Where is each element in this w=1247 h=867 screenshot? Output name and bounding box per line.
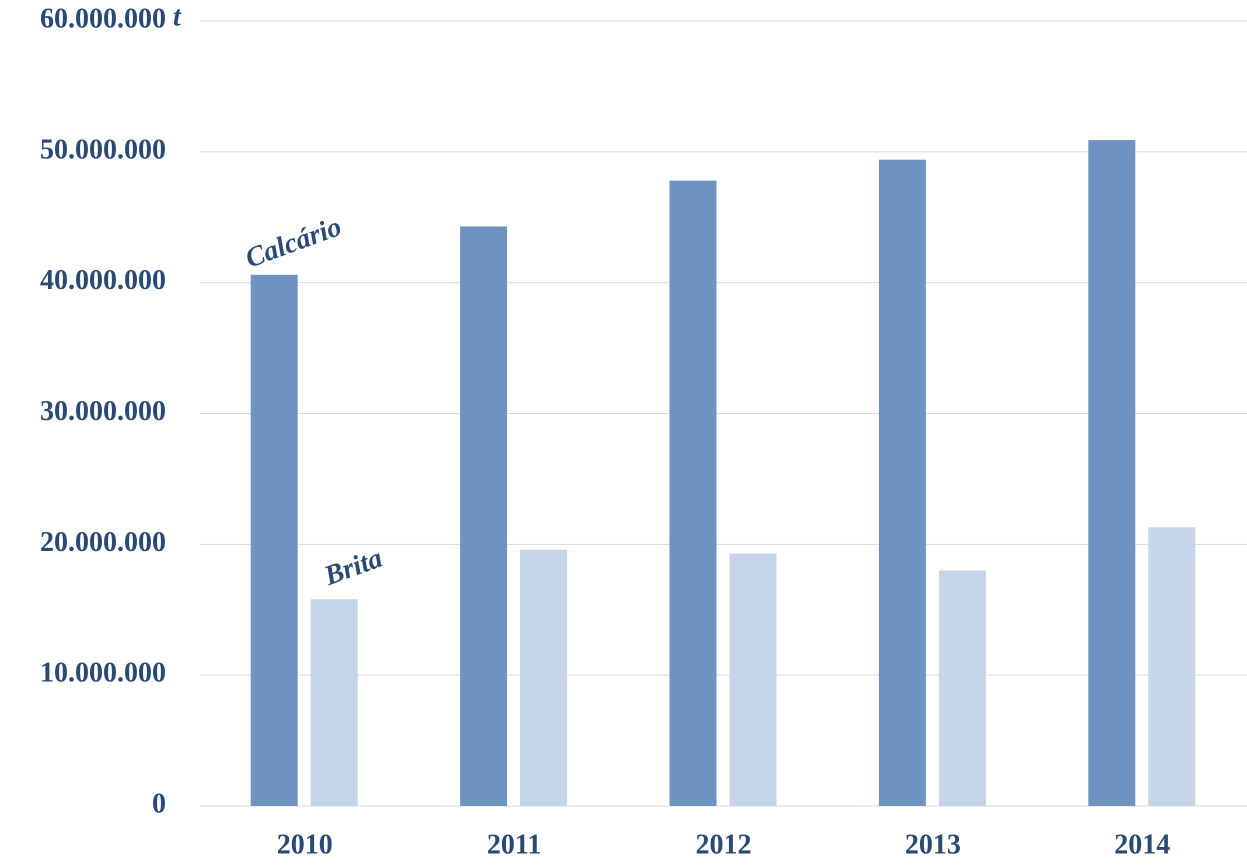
bar xyxy=(1148,527,1196,806)
bar xyxy=(310,599,358,806)
bar xyxy=(938,570,986,806)
y-tick-label: 50.000.000 xyxy=(40,134,166,165)
bar xyxy=(250,274,298,807)
bar xyxy=(669,180,717,806)
x-tick-label: 2014 xyxy=(1114,829,1170,860)
x-tick-label: 2011 xyxy=(487,829,541,860)
bar xyxy=(878,159,926,806)
y-tick-label: 10.000.000 xyxy=(40,658,166,689)
bar xyxy=(729,553,777,806)
x-tick-label: 2013 xyxy=(905,829,961,860)
y-tick-label: 30.000.000 xyxy=(40,396,166,427)
x-tick-label: 2010 xyxy=(277,829,333,860)
y-unit: t xyxy=(173,1,182,32)
series-label: Calcário xyxy=(241,211,345,274)
series-label: Brita xyxy=(319,543,386,593)
y-tick-label: 60.000.000 xyxy=(40,3,166,34)
bar xyxy=(1088,140,1136,806)
y-tick-label: 20.000.000 xyxy=(40,527,166,558)
x-tick-label: 2012 xyxy=(696,829,752,860)
y-tick-label: 0 xyxy=(152,788,166,819)
bar xyxy=(520,549,568,806)
y-tick-label: 40.000.000 xyxy=(40,265,166,296)
bar xyxy=(460,226,508,807)
